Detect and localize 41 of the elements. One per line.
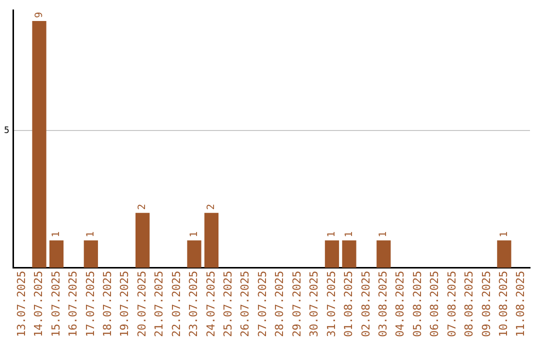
x-tick-label: 29.07.2025 bbox=[290, 270, 304, 338]
x-tick-label: 17.07.2025 bbox=[84, 270, 97, 338]
data-label: 2 bbox=[206, 204, 218, 210]
x-tick-label: 16.07.2025 bbox=[66, 270, 80, 338]
x-tick-label: 03.08.2025 bbox=[376, 270, 390, 338]
x-tick-label: 21.07.2025 bbox=[152, 270, 166, 338]
x-tick-label: 23.07.2025 bbox=[187, 270, 200, 338]
x-tick-label: 27.07.2025 bbox=[256, 270, 269, 338]
data-label: 1 bbox=[86, 231, 96, 238]
data-label: 1 bbox=[344, 231, 355, 238]
y-tick-label: 5 bbox=[4, 126, 10, 136]
x-tick-label: 28.07.2025 bbox=[273, 270, 286, 338]
x-tick-label: 10.08.2025 bbox=[497, 270, 510, 338]
x-tick-label: 13.07.2025 bbox=[14, 270, 28, 338]
data-label: 1 bbox=[378, 231, 390, 238]
x-tick-label: 19.07.2025 bbox=[118, 270, 132, 338]
x-tick-label: 26.07.2025 bbox=[238, 270, 252, 338]
x-tick-label: 14.07.2025 bbox=[32, 270, 46, 338]
x-tick-label: 15.07.2025 bbox=[49, 270, 62, 338]
x-tick-label: 08.08.2025 bbox=[462, 270, 476, 338]
x-tick-label: 01.08.2025 bbox=[342, 270, 356, 338]
data-label: 1 bbox=[326, 231, 338, 238]
x-tick-label: 05.08.2025 bbox=[410, 270, 424, 338]
data-label: 1 bbox=[188, 231, 200, 238]
x-tick-label: 11.08.2025 bbox=[514, 270, 528, 338]
x-tick-label: 20.07.2025 bbox=[135, 270, 148, 338]
x-tick-label: 18.07.2025 bbox=[100, 270, 114, 338]
x-tick-label: 30.07.2025 bbox=[308, 270, 321, 338]
x-tick-label: 31.07.2025 bbox=[324, 270, 338, 338]
x-tick-label: 02.08.2025 bbox=[359, 270, 372, 338]
x-tick-label: 07.08.2025 bbox=[445, 270, 458, 338]
data-label: 1 bbox=[51, 231, 62, 238]
x-tick-label: 09.08.2025 bbox=[480, 270, 493, 338]
x-tick-label: 24.07.2025 bbox=[204, 270, 218, 338]
x-tick-label: 06.08.2025 bbox=[428, 270, 442, 338]
data-label: 9 bbox=[34, 12, 45, 18]
data-label: 2 bbox=[137, 204, 148, 210]
x-tick-label: 25.07.2025 bbox=[222, 270, 235, 338]
data-label: 1 bbox=[498, 231, 510, 238]
x-tick-label: 04.08.2025 bbox=[394, 270, 407, 338]
x-tick-label: 22.07.2025 bbox=[170, 270, 183, 338]
